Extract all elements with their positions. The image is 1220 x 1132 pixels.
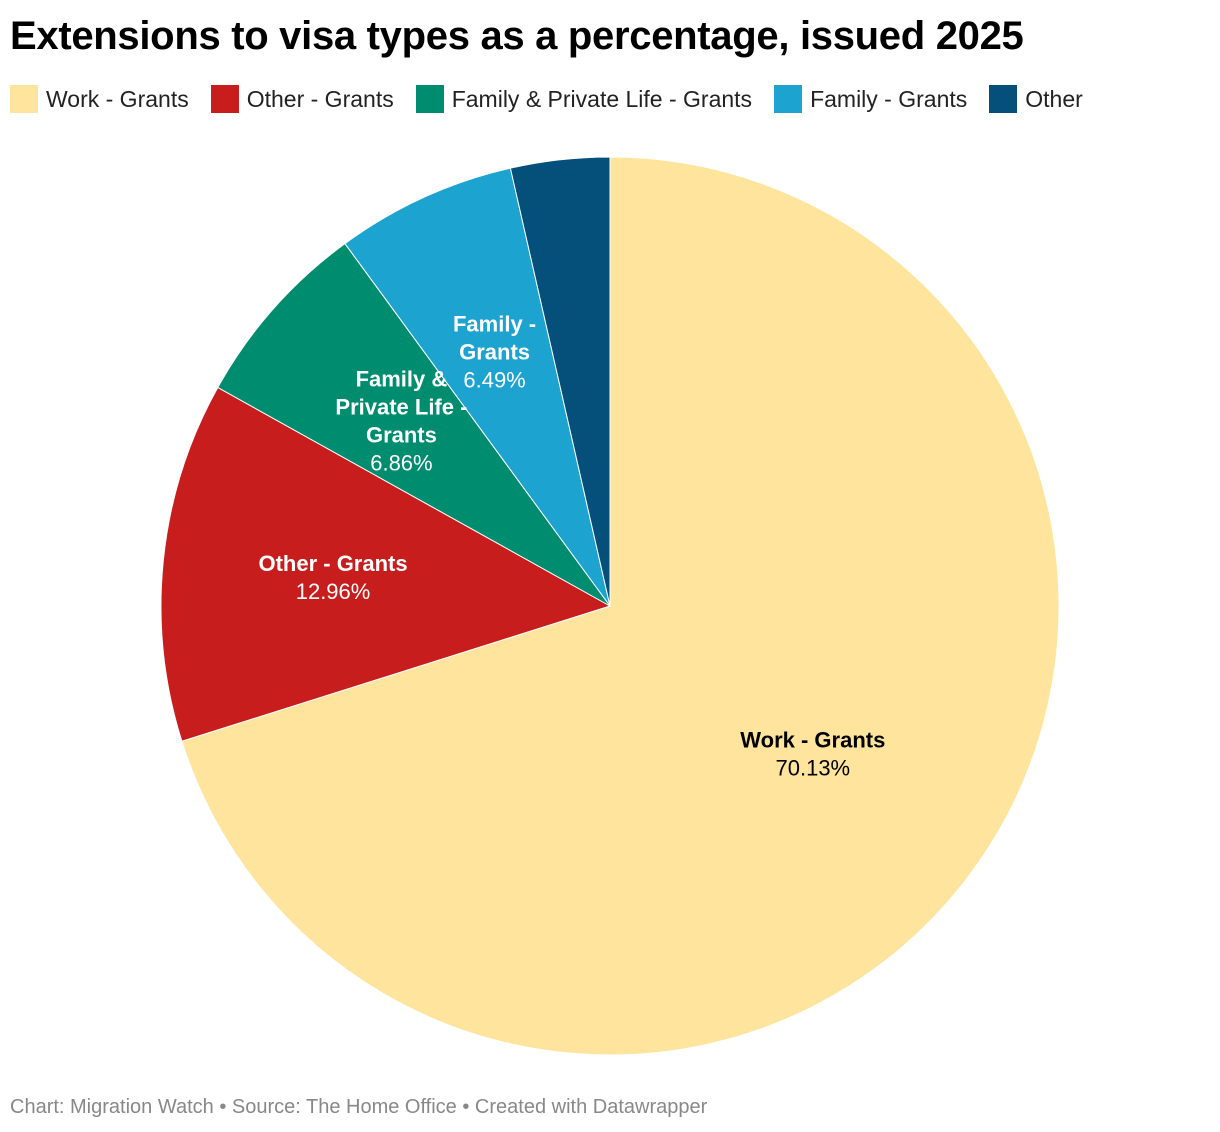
chart-footer: Chart: Migration Watch • Source: The Hom…: [10, 1096, 708, 1118]
chart-legend: Work - Grants Other - Grants Family & Priv…: [10, 84, 1083, 114]
legend-swatch: [415, 85, 444, 113]
legend-swatch: [210, 85, 239, 113]
legend-item: Family & Private Life - Grants: [415, 85, 753, 113]
legend-item: Other - Grants: [210, 85, 394, 113]
legend-label: Family & Private Life - Grants: [451, 85, 753, 112]
slice-label: Family - Grants 6.49%: [453, 312, 536, 393]
pie-slice: [217, 242, 611, 607]
slice-label-name: Grants: [459, 340, 530, 365]
slice-label: Other - Grants 12.96%: [258, 551, 407, 604]
legend-swatch: [774, 85, 803, 113]
slice-label-name: Grants: [366, 423, 437, 448]
legend-label: Other: [1025, 85, 1083, 112]
pie-chart: Work - Grants 70.13% Other - Grants 12.96% F…: [160, 156, 1060, 1056]
pie-slice: [509, 156, 611, 607]
slice-label-value: 70.13%: [776, 756, 851, 781]
legend-item: Family - Grants: [774, 85, 967, 113]
slice-label-name: Private Life -: [335, 395, 467, 420]
slice-label: Family & Private Life - Grants 6.86%: [335, 367, 467, 476]
legend-label: Family - Grants: [810, 85, 968, 112]
chart-title: Extensions to visa types as a percentage…: [10, 14, 1024, 58]
legend-swatch: [10, 85, 38, 113]
pie-slice: [181, 156, 1060, 1056]
slice-label: Work - Grants 70.13%: [740, 728, 885, 781]
slice-label-name: Family -: [453, 312, 536, 337]
pie-slice: [344, 167, 611, 607]
pie-slice: [160, 386, 612, 742]
slice-label-value: 6.49%: [463, 368, 525, 393]
legend-item: Other: [989, 85, 1083, 113]
slice-label-name: Family &: [356, 367, 448, 392]
slice-label-name: Work - Grants: [740, 728, 885, 753]
legend-label: Other - Grants: [246, 85, 394, 112]
legend-item: Work - Grants: [10, 85, 189, 113]
slice-label-name: Other - Grants: [258, 551, 407, 576]
legend-label: Work - Grants: [46, 85, 189, 112]
slice-label-value: 12.96%: [296, 579, 371, 604]
slice-label-value: 6.86%: [370, 451, 432, 476]
legend-swatch: [989, 85, 1018, 113]
